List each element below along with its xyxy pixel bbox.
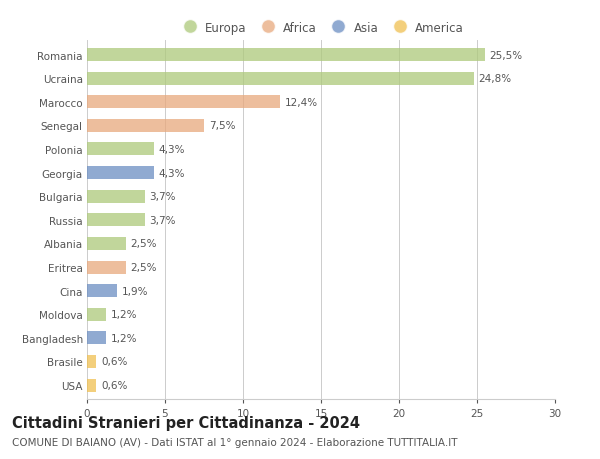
Text: 3,7%: 3,7%: [149, 215, 176, 225]
Bar: [87, 355, 97, 368]
Bar: [87, 379, 97, 392]
Text: 4,3%: 4,3%: [159, 168, 185, 178]
Bar: [87, 285, 116, 297]
Text: 1,9%: 1,9%: [121, 286, 148, 296]
Bar: [87, 237, 126, 250]
Text: 0,6%: 0,6%: [101, 380, 127, 390]
Bar: [87, 167, 154, 179]
Text: 2,5%: 2,5%: [131, 263, 157, 273]
Bar: [87, 120, 204, 133]
Bar: [87, 190, 145, 203]
Legend: Europa, Africa, Asia, America: Europa, Africa, Asia, America: [173, 17, 469, 39]
Text: COMUNE DI BAIANO (AV) - Dati ISTAT al 1° gennaio 2024 - Elaborazione TUTTITALIA.: COMUNE DI BAIANO (AV) - Dati ISTAT al 1°…: [12, 437, 458, 447]
Text: 12,4%: 12,4%: [285, 98, 318, 107]
Text: 2,5%: 2,5%: [131, 239, 157, 249]
Bar: [87, 331, 106, 345]
Text: 24,8%: 24,8%: [479, 74, 512, 84]
Bar: [87, 308, 106, 321]
Bar: [87, 143, 154, 156]
Bar: [87, 214, 145, 227]
Text: 7,5%: 7,5%: [209, 121, 235, 131]
Bar: [87, 49, 485, 62]
Text: 1,2%: 1,2%: [110, 333, 137, 343]
Text: 4,3%: 4,3%: [159, 145, 185, 155]
Bar: [87, 73, 474, 85]
Text: 0,6%: 0,6%: [101, 357, 127, 367]
Text: 3,7%: 3,7%: [149, 192, 176, 202]
Bar: [87, 261, 126, 274]
Text: Cittadini Stranieri per Cittadinanza - 2024: Cittadini Stranieri per Cittadinanza - 2…: [12, 415, 360, 431]
Text: 25,5%: 25,5%: [490, 50, 523, 61]
Bar: [87, 96, 280, 109]
Text: 1,2%: 1,2%: [110, 309, 137, 319]
